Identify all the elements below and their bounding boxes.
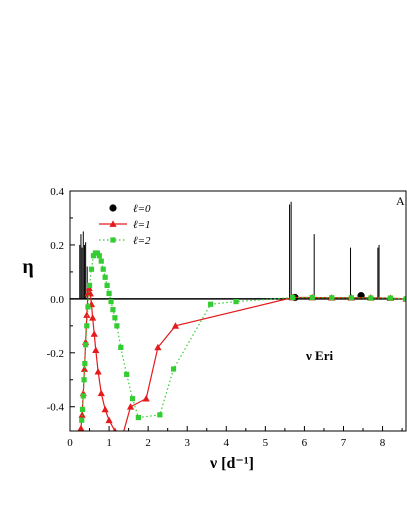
legend: ℓ=0 ℓ=1 ℓ=2 <box>99 203 151 247</box>
data-point <box>329 295 335 301</box>
data-point <box>106 290 112 297</box>
ticks-layer: 0 1 2 3 4 5 6 7 8 -0.4 -0.2 0.0 0.2 0.4 <box>47 186 403 449</box>
data-point <box>85 304 91 310</box>
data-point <box>290 294 296 301</box>
data-point <box>403 296 406 302</box>
legend-marker <box>109 220 117 227</box>
data-point <box>112 315 118 321</box>
data-point <box>124 371 130 377</box>
data-point <box>80 365 89 372</box>
data-point <box>170 366 177 372</box>
data-point <box>110 307 116 313</box>
data-point <box>94 250 100 256</box>
data-point <box>142 395 150 402</box>
x-tick-label: 3 <box>184 437 190 449</box>
series-line <box>81 252 406 421</box>
spikes-layer <box>79 201 380 299</box>
data-point <box>233 298 239 305</box>
x-tick-label: 8 <box>380 437 386 449</box>
legend-label: ℓ=1 <box>133 219 151 231</box>
x-tick-label: 0 <box>67 437 73 449</box>
data-point <box>108 298 114 305</box>
data-point <box>79 406 86 413</box>
series-layer <box>77 250 406 444</box>
y-tick-label: 0.4 <box>50 186 64 198</box>
data-point <box>126 403 135 410</box>
data-point <box>129 396 136 402</box>
y-tick-label: -0.4 <box>47 402 65 414</box>
x-axis-label: ν [d⁻¹] <box>209 455 254 472</box>
data-point <box>208 301 214 307</box>
series-2 <box>79 250 406 423</box>
data-point <box>92 346 100 353</box>
data-point <box>83 342 89 348</box>
data-point <box>80 393 86 399</box>
data-point <box>368 295 374 301</box>
data-point <box>117 438 124 444</box>
data-point <box>135 414 141 421</box>
x-tick-label: 2 <box>145 437 151 449</box>
plot-frame <box>69 190 407 432</box>
data-point <box>309 294 315 301</box>
data-point <box>77 424 85 431</box>
data-point <box>94 368 102 375</box>
series-1 <box>77 284 406 444</box>
data-point <box>88 266 95 272</box>
data-point <box>90 330 98 337</box>
data-point <box>114 323 120 329</box>
data-point <box>82 360 88 367</box>
x-tick-label: 1 <box>106 437 112 449</box>
legend-label: ℓ=0 <box>133 203 151 215</box>
data-point <box>83 311 91 318</box>
data-point <box>81 377 87 383</box>
data-point <box>86 282 93 288</box>
y-tick-label: -0.2 <box>47 348 64 360</box>
y-tick-label: 0.2 <box>50 240 64 252</box>
x-tick-label: 4 <box>224 437 230 449</box>
data-point <box>96 253 102 259</box>
data-point <box>157 412 163 418</box>
data-point <box>90 253 97 259</box>
data-point <box>154 343 162 351</box>
data-point <box>348 295 354 301</box>
data-point <box>84 323 90 329</box>
data-point <box>86 289 94 297</box>
data-point <box>89 314 97 321</box>
legend-marker <box>110 237 116 243</box>
data-point <box>105 416 113 424</box>
data-point <box>79 417 85 423</box>
data-point <box>78 411 86 418</box>
legend-marker <box>109 204 117 212</box>
data-point <box>100 266 106 272</box>
x-tick-label: 6 <box>302 437 308 449</box>
data-point <box>112 427 117 431</box>
data-point <box>171 322 180 329</box>
y-axis-label: η <box>22 256 33 278</box>
data-point <box>387 295 393 301</box>
legend-item: ℓ=0 <box>109 203 151 215</box>
data-point <box>102 274 108 280</box>
data-point <box>118 344 124 351</box>
x-tick-label: 7 <box>341 437 347 449</box>
data-point <box>97 389 105 397</box>
series-line <box>80 287 406 431</box>
corner-label: A <box>396 194 405 208</box>
legend-label: ℓ=2 <box>133 235 151 247</box>
legend-item: ℓ=2 <box>99 235 151 247</box>
y-tick-label: 0.0 <box>50 294 64 306</box>
data-point <box>101 405 109 413</box>
x-tick-label: 5 <box>263 437 269 449</box>
data-point <box>104 282 110 288</box>
data-point <box>98 258 104 264</box>
nu-eri-annotation: ν Eri <box>305 348 333 363</box>
legend-item: ℓ=1 <box>99 219 151 231</box>
